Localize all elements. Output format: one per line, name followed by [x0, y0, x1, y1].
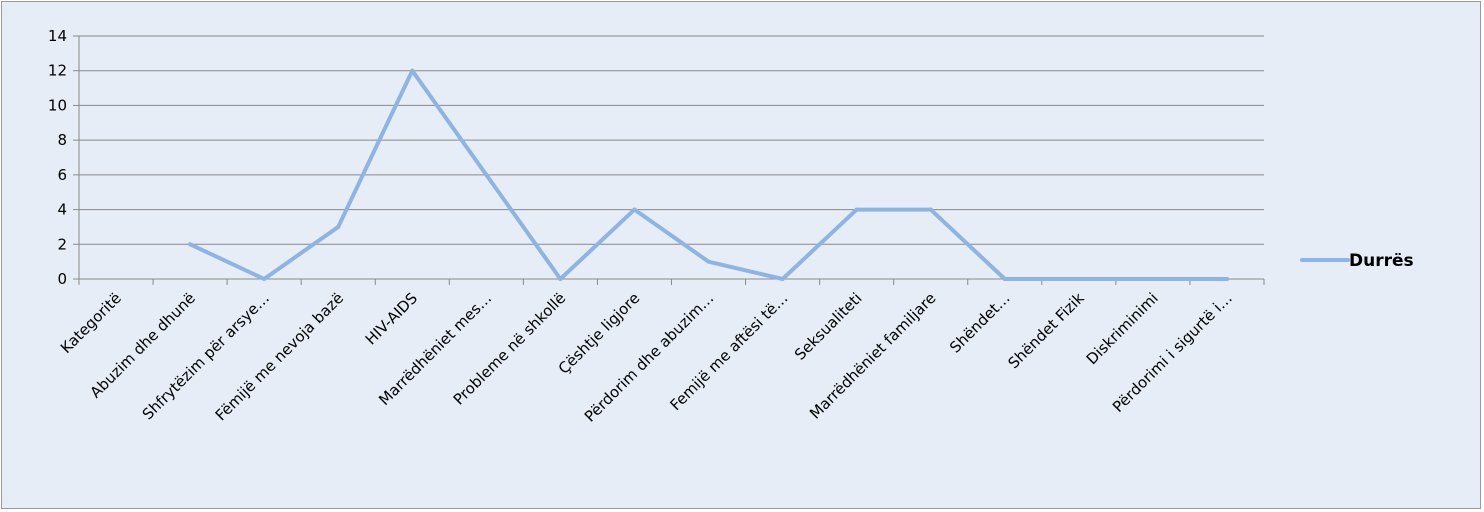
y-tick-label: 10 — [48, 96, 67, 114]
data-point — [854, 207, 859, 212]
data-point — [706, 259, 711, 264]
data-point — [1076, 277, 1081, 281]
data-point — [188, 242, 193, 247]
data-point — [780, 277, 785, 281]
data-point — [262, 277, 267, 281]
data-point — [1150, 277, 1155, 281]
x-category-label: Diskriminimi — [1083, 289, 1162, 368]
y-tick-label: 0 — [57, 270, 67, 288]
data-point — [632, 207, 637, 212]
x-category-label: Shfrytëzim për arsye… — [139, 289, 273, 423]
data-point — [1224, 277, 1229, 281]
data-point — [484, 172, 489, 177]
data-point — [558, 277, 563, 281]
x-category-label: Fëmijë me nevoja bazë — [212, 289, 347, 424]
data-point — [336, 224, 341, 229]
x-category-label: Përdorimi i sigurtë i… — [1109, 289, 1236, 416]
x-category-label: HIV-AIDS — [362, 289, 421, 348]
x-category-label: Shëndet… — [946, 289, 1013, 356]
y-tick-label: 6 — [57, 166, 67, 184]
legend: Durrës — [1300, 251, 1414, 271]
x-category-label: Marrëdhëniet familjare — [806, 289, 939, 422]
y-tick-label: 12 — [48, 62, 67, 80]
axes — [73, 35, 1265, 285]
data-point — [1002, 277, 1007, 281]
y-axis-ticks: 0 2 4 6 8 10 12 14 — [48, 27, 67, 288]
gridlines — [79, 35, 1264, 245]
y-tick-label: 4 — [57, 201, 67, 219]
x-category-label: Përdorim dhe abuzim… — [581, 289, 717, 425]
data-point — [928, 207, 933, 212]
x-category-label: Kategoritë — [57, 289, 125, 357]
y-tick-label: 14 — [48, 27, 67, 45]
legend-label-durres: Durrës — [1349, 251, 1414, 271]
y-tick-label: 8 — [57, 131, 67, 149]
series-lines — [188, 68, 1229, 281]
y-tick-label: 2 — [57, 235, 67, 253]
x-category-label: Seksualiteti — [791, 289, 866, 364]
x-category-label: Shëndet Fizik — [1005, 289, 1088, 372]
data-point — [410, 68, 415, 73]
